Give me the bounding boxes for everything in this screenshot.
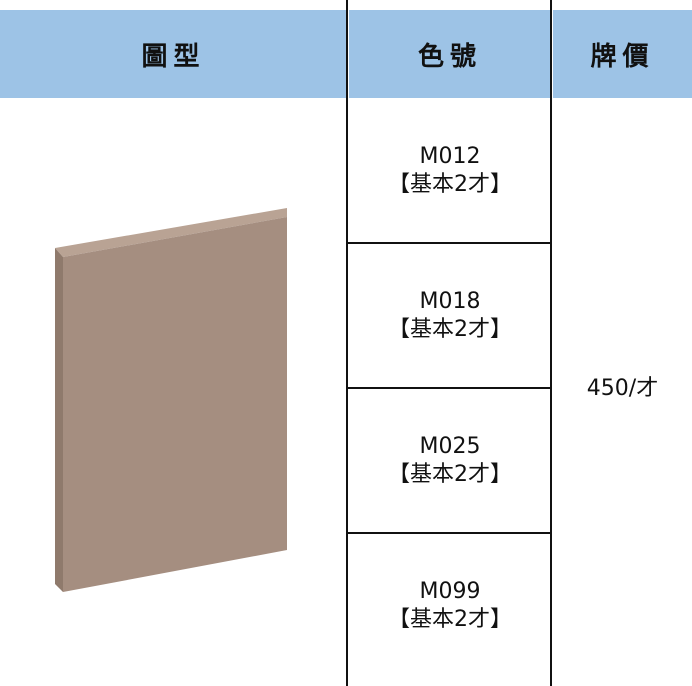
- row-border: [347, 532, 551, 534]
- code: M099: [419, 578, 481, 604]
- code-cell: M025 【基本2才】: [349, 388, 551, 533]
- column-border: [550, 0, 552, 686]
- row-border: [347, 387, 551, 389]
- board-side: [55, 248, 63, 592]
- code: M018: [419, 288, 481, 314]
- spec: 【基本2才】: [388, 171, 512, 197]
- code-cell: M099 【基本2才】: [349, 533, 551, 678]
- board-face: [63, 217, 287, 592]
- column-border: [346, 0, 348, 686]
- header-cell: 圖型: [0, 10, 347, 98]
- code-cell: M018 【基本2才】: [349, 243, 551, 388]
- spec: 【基本2才】: [388, 606, 512, 632]
- header-cell: 牌價: [553, 10, 692, 98]
- code-cell: M012 【基本2才】: [349, 98, 551, 243]
- board-image: [55, 208, 287, 592]
- header-cell: 色號: [349, 10, 551, 98]
- code: M025: [419, 433, 481, 459]
- row-border: [347, 242, 551, 244]
- board-top: [55, 208, 287, 257]
- spec: 【基本2才】: [388, 461, 512, 487]
- code: M012: [419, 143, 481, 169]
- spec: 【基本2才】: [388, 316, 512, 342]
- price: 450/才: [586, 376, 659, 401]
